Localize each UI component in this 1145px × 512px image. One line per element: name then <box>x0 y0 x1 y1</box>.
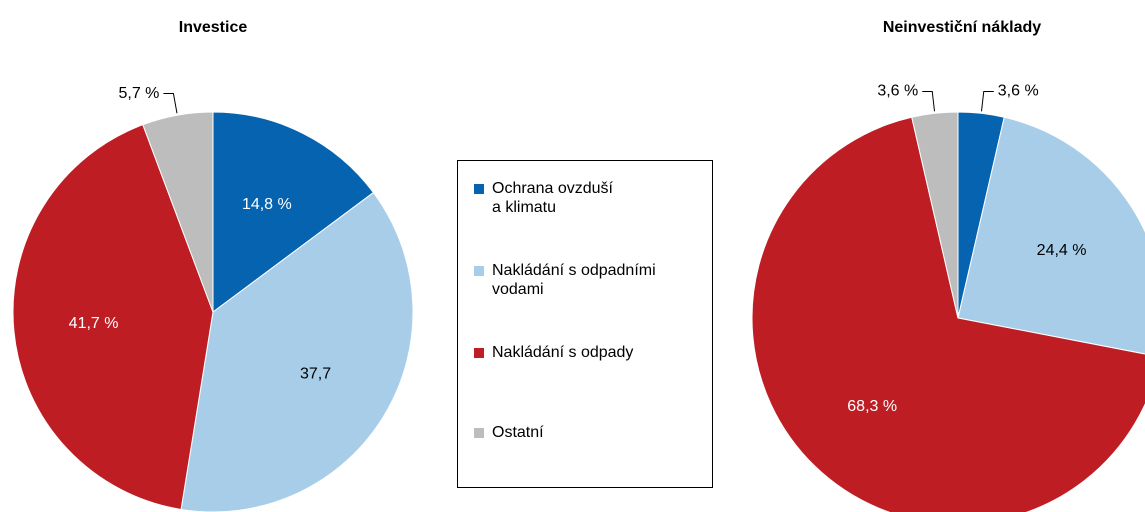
pie-slice <box>142 111 214 313</box>
pie-slice <box>180 191 414 512</box>
pie-slice <box>212 111 375 313</box>
legend-entry: Nakládání s odpadními vodami <box>474 261 672 299</box>
legend-label: Nakládání s odpady <box>492 344 634 361</box>
data-label: 24,4 % <box>1037 242 1087 259</box>
pie-slice <box>911 111 959 319</box>
legend-label: Ochrana ovzduší a klimatu <box>492 180 613 216</box>
data-label: 3,6 % <box>877 83 918 100</box>
legend-label: Ostatní <box>492 424 544 441</box>
pie-slice <box>12 124 214 511</box>
data-label: 14,8 % <box>242 196 292 213</box>
legend-swatch <box>474 348 484 358</box>
chart-title: Investice <box>179 19 248 36</box>
chart-title: Neinvestiční náklady <box>883 19 1041 36</box>
legend: Ochrana ovzduší a klimatu Nakládání s odp… <box>457 160 713 488</box>
data-label: 37,7 <box>300 365 331 382</box>
data-label: 41,7 % <box>69 315 119 332</box>
legend-entry: Ostatní <box>474 423 692 442</box>
pie-slice <box>751 116 1145 512</box>
legend-swatch <box>474 428 484 438</box>
leader-line <box>981 90 994 112</box>
leader-line <box>922 90 935 112</box>
data-label: 5,7 % <box>118 85 159 102</box>
legend-swatch <box>474 184 484 194</box>
data-label: 3,6 % <box>998 83 1039 100</box>
legend-entry: Nakládání s odpady <box>474 343 692 362</box>
leader-line <box>163 93 178 114</box>
data-label: 68,3 % <box>847 398 897 415</box>
legend-swatch <box>474 266 484 276</box>
legend-entry: Ochrana ovzduší a klimatu <box>474 179 617 217</box>
pie-slice <box>957 116 1145 355</box>
legend-label: Nakládání s odpadními vodami <box>492 262 656 298</box>
